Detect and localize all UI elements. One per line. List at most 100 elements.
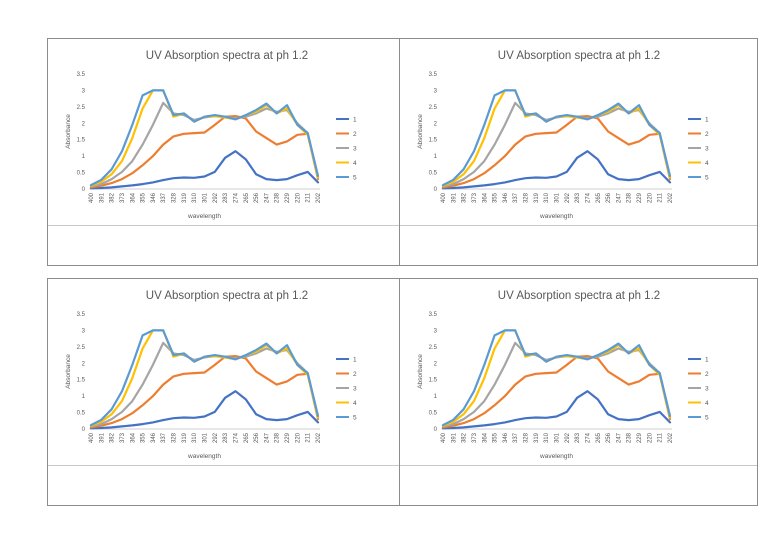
series-line-1 (89, 150, 320, 190)
series-line-5 (441, 89, 672, 187)
x-tick-label: 391 (451, 192, 457, 203)
uv-chart-4: UV Absorption spectra at ph 1.2 0 0.5 1 1.5 2… (417, 290, 709, 460)
series-line-5 (89, 329, 320, 427)
x-tick-label: 310 (544, 192, 550, 203)
y-tick-label: 1.5 (429, 138, 438, 144)
x-tick-label: 247 (264, 432, 270, 443)
chart-panel-3: UV Absorption spectra at ph 1.2 0 0.5 1 1.5 2… (47, 278, 406, 506)
series-line-4 (441, 329, 672, 427)
x-axis-label: wavelength (187, 453, 221, 460)
panel-divider (400, 225, 757, 226)
y-tick-label: 3 (434, 88, 438, 94)
x-tick-label: 238 (275, 432, 281, 443)
x-tick-label: 382 (462, 192, 468, 203)
y-tick-label: 1 (82, 154, 86, 160)
x-tick-label: 301 (203, 432, 209, 443)
x-tick-label: 274 (585, 192, 591, 203)
y-tick-label: 1 (434, 154, 438, 160)
x-tick-label: 373 (472, 432, 478, 443)
x-tick-label: 238 (627, 192, 633, 203)
chart-title: UV Absorption spectra at ph 1.2 (498, 290, 660, 302)
x-tick-label: 220 (295, 432, 301, 443)
x-tick-label: 220 (647, 192, 653, 203)
x-tick-label: 391 (99, 192, 105, 203)
y-tick-label: 0 (82, 187, 86, 193)
x-tick-label: 328 (524, 192, 530, 203)
y-tick-label: 3 (82, 328, 86, 334)
x-tick-label: 328 (524, 432, 530, 443)
y-tick-label: 3 (434, 328, 438, 334)
x-tick-label: 274 (585, 432, 591, 443)
x-tick-label: 274 (233, 432, 239, 443)
x-tick-label: 283 (223, 432, 229, 443)
x-tick-label: 265 (596, 192, 602, 203)
x-tick-label: 337 (513, 432, 519, 443)
series-line-1 (441, 390, 672, 430)
x-tick-label: 310 (544, 432, 550, 443)
x-tick-label: 211 (306, 192, 312, 202)
x-tick-label: 229 (285, 192, 291, 203)
x-tick-label: 346 (151, 432, 157, 443)
x-tick-label: 364 (482, 192, 488, 203)
x-tick-label: 229 (637, 432, 643, 443)
y-tick-label: 2.5 (429, 105, 438, 111)
x-tick-label: 400 (89, 432, 95, 443)
x-tick-label: 238 (627, 432, 633, 443)
x-tick-label: 283 (223, 192, 229, 203)
x-tick-label: 346 (503, 192, 509, 203)
series-line-5 (89, 89, 320, 187)
x-tick-label: 382 (110, 192, 116, 203)
x-tick-label: 319 (534, 192, 540, 203)
x-axis-label: wavelength (187, 213, 221, 220)
x-tick-label: 364 (130, 192, 136, 203)
panel-divider (48, 465, 405, 466)
y-tick-label: 1.5 (429, 378, 438, 384)
y-tick-label: 1 (434, 394, 438, 400)
panel-divider (400, 465, 757, 466)
x-tick-label: 337 (161, 192, 167, 203)
series-line-5 (441, 329, 672, 427)
legend-label: 2 (705, 371, 709, 378)
x-tick-label: 202 (316, 192, 322, 203)
legend-label: 4 (705, 400, 709, 407)
x-tick-label: 373 (120, 432, 126, 443)
legend-label: 4 (353, 400, 357, 407)
x-tick-label: 202 (316, 432, 322, 443)
x-tick-label: 319 (182, 192, 188, 203)
x-tick-label: 346 (151, 192, 157, 203)
x-tick-label: 256 (254, 192, 260, 203)
panel-divider (48, 225, 405, 226)
x-tick-label: 364 (482, 432, 488, 443)
x-tick-label: 211 (306, 432, 312, 442)
x-tick-label: 328 (172, 432, 178, 443)
x-tick-label: 256 (254, 432, 260, 443)
y-tick-label: 2 (434, 121, 438, 127)
x-tick-label: 256 (606, 432, 612, 443)
chart-title: UV Absorption spectra at ph 1.2 (498, 50, 660, 62)
y-tick-label: 2 (82, 121, 86, 127)
y-tick-label: 0.5 (77, 411, 86, 417)
x-tick-label: 400 (441, 192, 447, 203)
series-line-4 (89, 329, 320, 427)
x-tick-label: 202 (668, 432, 674, 443)
x-tick-label: 220 (295, 192, 301, 203)
legend-label: 5 (353, 414, 357, 421)
series-line-1 (441, 150, 672, 190)
legend-label: 1 (705, 116, 709, 123)
chart-panel-1: UV Absorption spectra at ph 1.2 0 0.5 1 1.5 2… (47, 38, 406, 266)
y-tick-label: 3.5 (429, 72, 438, 78)
y-tick-label: 0 (434, 187, 438, 193)
x-tick-label: 301 (555, 432, 561, 443)
series-line-2 (89, 354, 320, 429)
x-tick-label: 229 (285, 432, 291, 443)
x-tick-label: 301 (203, 192, 209, 203)
x-tick-label: 283 (575, 432, 581, 443)
x-tick-label: 391 (99, 432, 105, 443)
x-tick-label: 373 (120, 192, 126, 203)
legend-label: 1 (353, 116, 357, 123)
y-tick-label: 3.5 (77, 312, 86, 318)
legend-label: 2 (705, 131, 709, 138)
x-tick-label: 292 (213, 432, 219, 443)
y-tick-label: 2.5 (429, 345, 438, 351)
x-tick-label: 247 (616, 432, 622, 443)
